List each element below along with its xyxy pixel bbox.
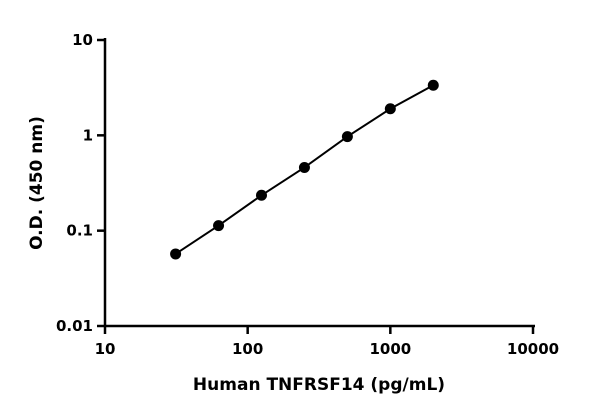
y-tick-label: 0.1 [66, 222, 93, 240]
x-tick-label: 10 [95, 340, 116, 358]
y-axis-title: O.D. (450 nm) [27, 116, 47, 250]
data-point [341, 131, 353, 143]
y-tick-label: 10 [72, 31, 93, 49]
y-tick-label: 1 [83, 126, 93, 144]
data-point [255, 189, 267, 201]
x-axis-title: Human TNFRSF14 (pg/mL) [193, 375, 445, 395]
x-tick-label: 100 [232, 340, 263, 358]
y-tick-label: 0.01 [56, 317, 93, 335]
data-point [170, 248, 182, 260]
data-point [213, 220, 225, 232]
data-point [298, 161, 310, 173]
x-tick-label: 10000 [507, 340, 559, 358]
data-point [384, 103, 396, 115]
x-tick-label: 1000 [369, 340, 411, 358]
data-point [427, 79, 439, 91]
